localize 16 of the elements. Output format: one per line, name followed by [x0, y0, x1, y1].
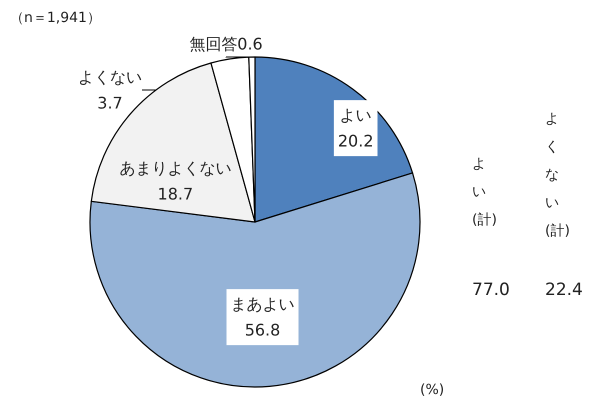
slice-label: よい — [340, 106, 372, 125]
text: (%) — [420, 382, 444, 398]
slice-label: あまりよくない — [119, 158, 232, 178]
slice-label: まあよい — [230, 294, 295, 314]
data-label: 56.8 — [244, 320, 280, 340]
text: 77.0 — [472, 280, 510, 300]
slice-label: よくない — [78, 68, 142, 86]
data-label: 20.2 — [338, 132, 374, 151]
text: 22.4 — [545, 280, 583, 300]
text: よい(計) — [472, 156, 497, 228]
text: （n＝1,941） — [10, 10, 101, 26]
text: よくない(計) — [545, 111, 570, 239]
data-label: 18.7 — [158, 184, 194, 204]
data-label: 3.7 — [97, 94, 123, 112]
slice-label: 無回答 — [189, 34, 238, 54]
data-label: 0.6 — [237, 34, 263, 54]
